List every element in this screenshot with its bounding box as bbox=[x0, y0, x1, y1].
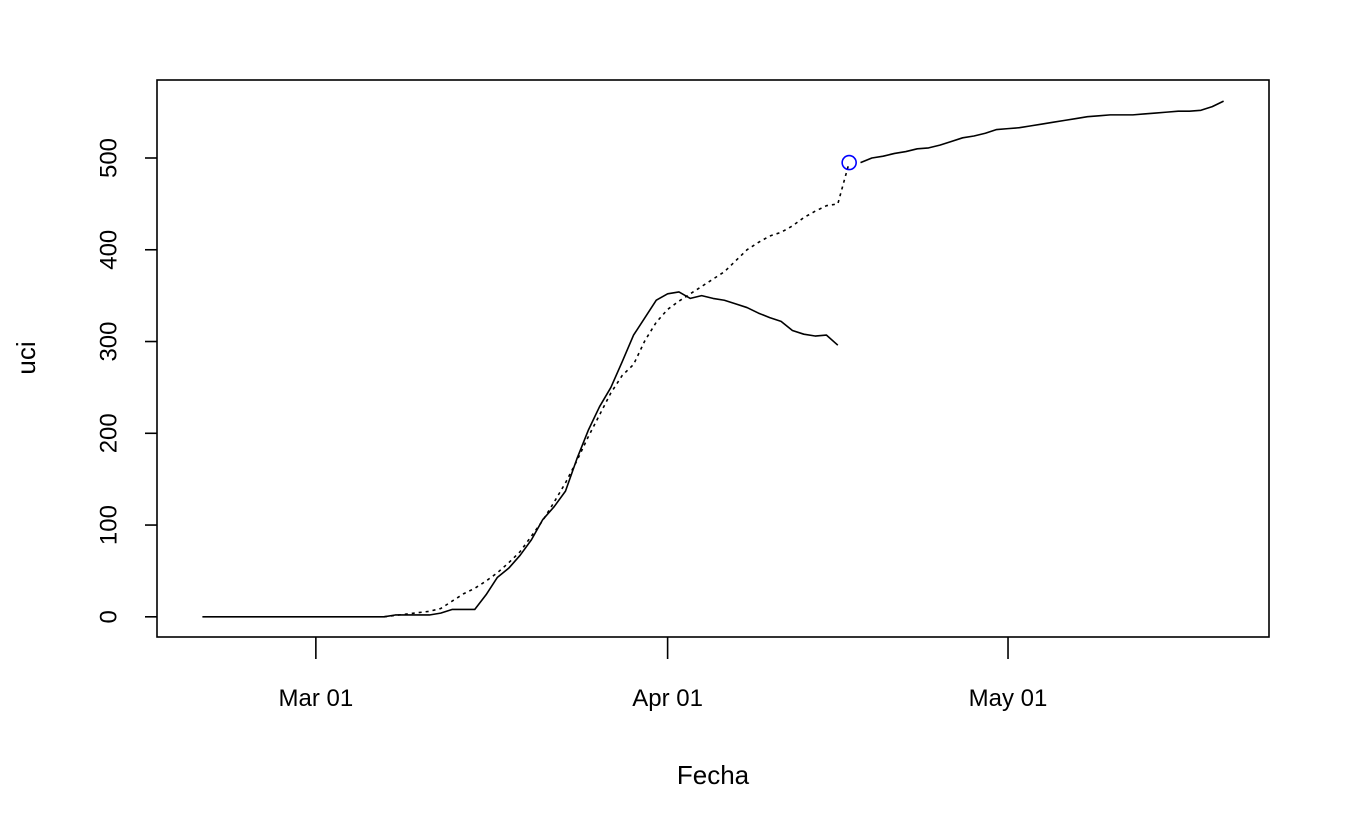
series-line-3 bbox=[860, 100, 1224, 164]
x-axis-title: Fecha bbox=[677, 760, 750, 790]
y-tick-label: 500 bbox=[95, 138, 122, 178]
series-layer bbox=[202, 100, 1224, 618]
marker-layer bbox=[841, 154, 857, 171]
y-tick-label: 200 bbox=[95, 413, 122, 453]
y-tick-label: 400 bbox=[95, 230, 122, 270]
x-tick-label: Mar 01 bbox=[279, 685, 354, 712]
series-line-1 bbox=[202, 291, 839, 618]
x-axis: Mar 01 Apr 01 May 01 bbox=[279, 637, 1048, 712]
y-tick-label: 0 bbox=[95, 610, 122, 623]
y-axis-title: uci bbox=[11, 341, 41, 374]
y-tick-label: 100 bbox=[95, 505, 122, 545]
y-tick-label: 300 bbox=[95, 322, 122, 362]
plot-frame bbox=[156, 79, 1270, 638]
x-tick-label: May 01 bbox=[969, 685, 1048, 712]
y-axis: 0 100 200 300 400 500 bbox=[95, 138, 157, 623]
series-line-2 bbox=[383, 162, 850, 618]
x-tick-label: Apr 01 bbox=[632, 685, 703, 712]
highlight-point-marker bbox=[841, 154, 857, 171]
